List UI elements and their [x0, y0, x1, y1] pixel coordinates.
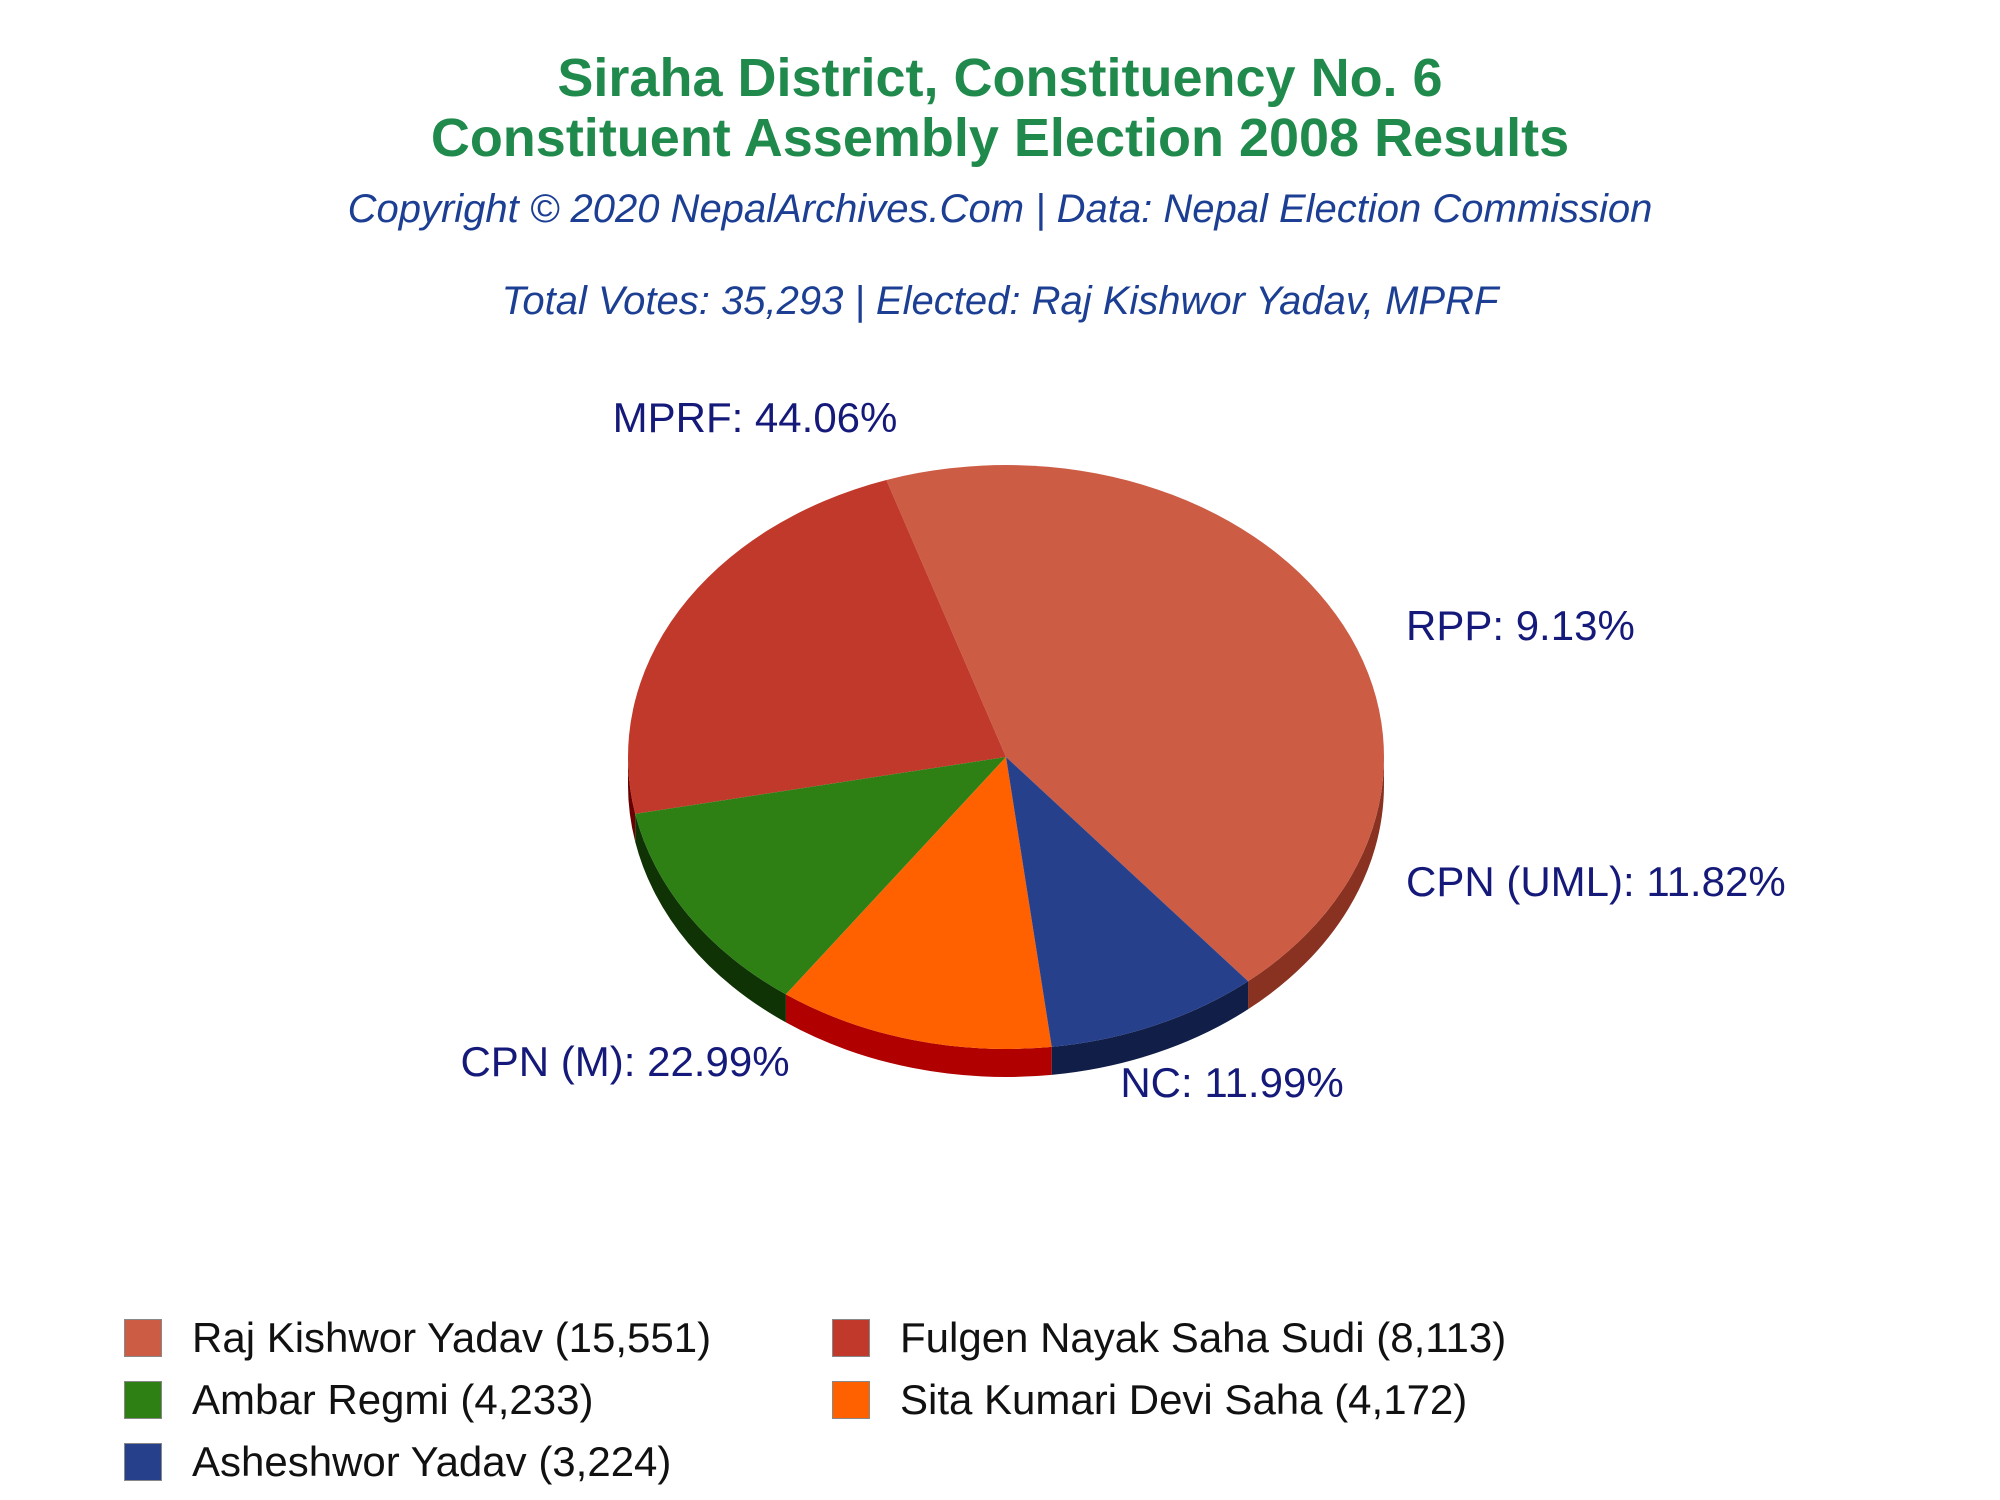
legend-item-asheshwor-yadav: Asheshwor Yadav (3,224) [124, 1436, 671, 1488]
chart-subtitle: Copyright © 2020 NepalArchives.Com | Dat… [347, 187, 1653, 231]
legend-swatch [124, 1381, 162, 1419]
legend-item-sita-kumari-devi-saha: Sita Kumari Devi Saha (4,172) [832, 1374, 1467, 1426]
pie-slice-cpn-uml [785, 757, 1052, 1049]
legend-item-raj-kishwor-yadav: Raj Kishwor Yadav (15,551) [124, 1312, 711, 1364]
legend-label: Raj Kishwor Yadav (15,551) [192, 1314, 712, 1361]
pie-slice-side-rpp [1051, 981, 1249, 1075]
legend-swatch [124, 1319, 162, 1357]
legend-label: Fulgen Nayak Saha Sudi (8,113) [900, 1314, 1507, 1361]
legend-item-ambar-regmi: Ambar Regmi (4,233) [124, 1374, 593, 1426]
legend-swatch [832, 1381, 870, 1419]
pie-slice-nc [635, 757, 1006, 995]
slice-label-cpn-uml: CPN (UML): 11.82% [1406, 858, 1786, 905]
legend-swatch [832, 1319, 870, 1357]
legend-label: Asheshwor Yadav (3,224) [192, 1438, 672, 1485]
pie-slice-cpn-m [627, 480, 1006, 814]
slice-label-nc: NC: 11.99% [1120, 1059, 1343, 1106]
chart-title: Siraha District, Constituency No. 6 [557, 48, 1443, 108]
pie-slice-rpp [1006, 757, 1249, 1047]
pie-slice-side-cpn-m [628, 757, 636, 842]
legend-label: Sita Kumari Devi Saha (4,172) [900, 1376, 1468, 1423]
pie-slice-mprf [886, 464, 1385, 982]
legend-label: Ambar Regmi (4,233) [192, 1376, 594, 1423]
chart-title-line2: Constituent Assembly Election 2008 Resul… [430, 108, 1570, 168]
pie-slice-side-mprf [1248, 757, 1384, 1010]
pie-slice-side-nc [635, 813, 786, 1023]
slice-label-cpn-m: CPN (M): 22.99% [460, 1038, 789, 1085]
chart-info: Total Votes: 35,293 | Elected: Raj Kishw… [501, 279, 1499, 323]
slice-label-mprf: MPRF: 44.06% [613, 394, 898, 441]
pie-slice-side-cpn-uml [785, 994, 1052, 1077]
legend-swatch [124, 1443, 162, 1481]
slice-label-rpp: RPP: 9.13% [1406, 602, 1635, 649]
legend-item-fulgen-nayak-saha-sudi: Fulgen Nayak Saha Sudi (8,113) [832, 1312, 1506, 1364]
